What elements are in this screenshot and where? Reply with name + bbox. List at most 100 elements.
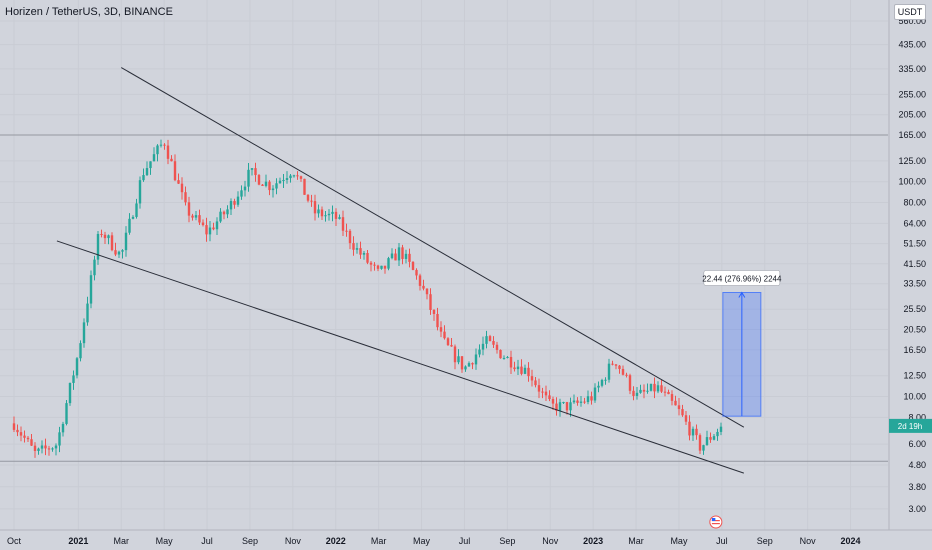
- candle-body: [51, 448, 54, 450]
- candle-body: [527, 367, 530, 377]
- candle-body: [450, 345, 453, 347]
- candle-body: [208, 227, 212, 235]
- price-axis[interactable]: 560.00 435.00 335.00 255.00 205.00 165.00 125.…: [888, 0, 932, 530]
- candle-body: [82, 322, 86, 344]
- candle-body: [173, 161, 177, 181]
- price-tick-label: 205.00: [898, 110, 926, 120]
- candle-body: [285, 178, 289, 180]
- candle-body: [387, 258, 390, 269]
- time-tick-label: Nov: [542, 536, 559, 546]
- candle-body: [436, 313, 439, 328]
- candle-body: [418, 275, 422, 286]
- time-tick-label: 2022: [326, 536, 346, 546]
- time-tick-label: Jul: [716, 536, 728, 546]
- candle-body: [625, 374, 628, 376]
- candle-body: [590, 396, 593, 401]
- candle-body: [534, 380, 537, 386]
- candle-body: [19, 432, 23, 436]
- candle-body: [656, 385, 660, 392]
- candle-body: [635, 392, 639, 396]
- candle-body: [506, 356, 509, 358]
- candle-body: [16, 429, 19, 433]
- price-tick-label: 3.00: [908, 504, 926, 514]
- candle-body: [23, 435, 26, 438]
- candle-body: [408, 253, 411, 262]
- time-tick-label: 2023: [583, 536, 603, 546]
- candle-body: [236, 196, 240, 205]
- candle-body: [530, 376, 534, 381]
- candle-body: [250, 168, 254, 170]
- price-range-measure[interactable]: 22.44 (276.96%) 2244: [702, 270, 782, 417]
- price-tick-label: 6.00: [908, 439, 926, 449]
- candle-body: [275, 183, 278, 189]
- candle-body: [152, 154, 156, 162]
- candle-body: [30, 439, 33, 446]
- candle-body: [198, 215, 201, 223]
- candle-body: [292, 175, 296, 177]
- candle-body: [229, 201, 233, 210]
- candle-body: [460, 356, 464, 370]
- candle-body: [68, 382, 72, 404]
- candle-body: [145, 168, 149, 176]
- candle-body: [355, 248, 359, 250]
- trendline: [120, 67, 745, 428]
- candle-body: [348, 230, 352, 244]
- trendlines[interactable]: [56, 67, 745, 474]
- candle-body: [611, 363, 614, 365]
- candle-body: [226, 209, 229, 215]
- candle-body: [576, 400, 579, 403]
- candle-body: [261, 184, 264, 186]
- candle-body: [166, 145, 170, 159]
- candle-body: [670, 394, 674, 401]
- price-tick-label: 64.00: [903, 218, 926, 228]
- price-tick-label: 80.00: [903, 198, 926, 208]
- time-tick-label: 2021: [68, 536, 88, 546]
- measure-label-bg: [703, 270, 781, 286]
- candle-body: [93, 259, 96, 276]
- candle-body: [44, 445, 47, 449]
- candle-body: [215, 221, 219, 230]
- candle-body: [572, 400, 576, 403]
- candle-body: [677, 405, 681, 410]
- candle-body: [474, 354, 478, 365]
- candle-body: [243, 186, 247, 191]
- candle-body: [422, 285, 425, 289]
- price-tick-label: 125.00: [898, 156, 926, 166]
- time-tick-label: Sep: [757, 536, 773, 546]
- candle-body: [481, 343, 485, 350]
- candle-body: [688, 421, 691, 436]
- candle-body: [212, 227, 215, 230]
- candle-body: [247, 169, 250, 187]
- candle-body: [110, 235, 114, 251]
- candle-body: [135, 203, 138, 217]
- price-tick-label: 33.50: [903, 279, 926, 289]
- candle-body: [96, 233, 100, 260]
- candle-body: [72, 375, 75, 383]
- candle-body: [453, 346, 457, 363]
- candle-body: [516, 366, 520, 370]
- candle-body: [317, 209, 320, 214]
- time-tick-label: Jul: [201, 536, 213, 546]
- price-tick-label: 335.00: [898, 64, 926, 74]
- candle-body: [446, 338, 450, 346]
- candles: [12, 139, 723, 458]
- candle-body: [432, 309, 436, 314]
- candle-body: [495, 344, 499, 350]
- candle-body: [464, 366, 467, 370]
- candle-body: [369, 262, 373, 265]
- candle-body: [289, 175, 292, 179]
- candle-body: [131, 216, 135, 219]
- price-tick-label: 25.50: [903, 304, 926, 314]
- candle-body: [128, 218, 131, 233]
- candle-body: [586, 396, 590, 403]
- time-tick-label: Mar: [371, 536, 387, 546]
- candle-body: [681, 409, 684, 416]
- candle-body: [467, 363, 471, 367]
- currency-badge[interactable]: USDT: [894, 4, 926, 20]
- candle-body: [709, 437, 712, 440]
- time-axis[interactable]: Oct 2021 Mar May Jul Sep Nov 2022 Mar May Jul Sep No…: [0, 529, 932, 546]
- candle-body: [338, 217, 341, 219]
- candle-body: [222, 211, 226, 215]
- candle-body: [485, 336, 488, 344]
